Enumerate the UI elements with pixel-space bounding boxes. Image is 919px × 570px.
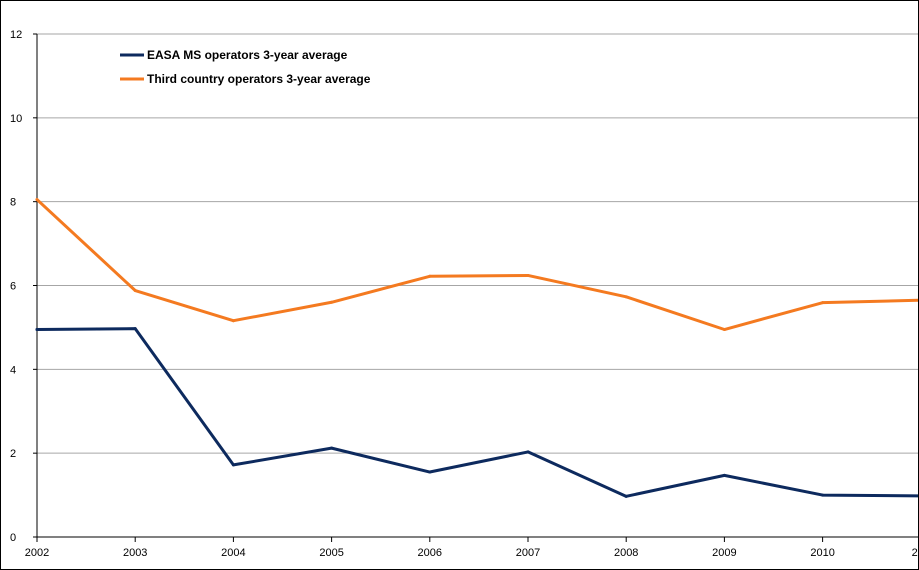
x-tick-label: 2007 bbox=[516, 547, 540, 559]
data-point bbox=[526, 273, 530, 277]
x-tick-label: 2006 bbox=[418, 547, 442, 559]
x-tick-label: 2002 bbox=[25, 547, 49, 559]
data-point bbox=[624, 295, 628, 299]
data-point bbox=[133, 327, 137, 331]
x-tick-labels: 2002 2003 2004 2005 2006 2007 2008 2009 2010 201 bbox=[25, 547, 918, 559]
data-point bbox=[821, 493, 825, 497]
data-point bbox=[624, 494, 628, 498]
y-tick-labels: 0 2 4 6 8 10 12 bbox=[10, 29, 22, 544]
data-point bbox=[526, 450, 530, 454]
data-point bbox=[133, 289, 137, 293]
data-point bbox=[35, 328, 39, 332]
y-tick-label: 4 bbox=[10, 364, 16, 376]
series-line-third-country bbox=[35, 198, 918, 332]
y-tick-label: 8 bbox=[10, 197, 16, 209]
x-tick-label: 201 bbox=[912, 547, 918, 559]
data-point bbox=[722, 328, 726, 332]
series-lines bbox=[35, 198, 918, 498]
data-point bbox=[231, 463, 235, 467]
data-point bbox=[330, 300, 334, 304]
axes bbox=[33, 33, 918, 542]
x-tick-label: 2005 bbox=[319, 547, 343, 559]
x-tick-label: 2003 bbox=[123, 547, 147, 559]
x-tick-label: 2010 bbox=[810, 547, 834, 559]
data-point bbox=[330, 446, 334, 450]
legend-label: EASA MS operators 3-year average bbox=[147, 48, 348, 62]
x-tick-label: 2004 bbox=[221, 547, 245, 559]
data-point bbox=[428, 274, 432, 278]
data-point bbox=[231, 319, 235, 323]
gridlines bbox=[37, 33, 918, 454]
y-tick-label: 6 bbox=[10, 281, 16, 293]
series-line-easa-ms bbox=[35, 327, 918, 498]
y-tick-label: 2 bbox=[10, 448, 16, 460]
data-point bbox=[35, 198, 39, 202]
y-tick-label: 0 bbox=[10, 532, 16, 544]
legend: EASA MS operators 3-year average Third co… bbox=[120, 48, 371, 86]
data-point bbox=[722, 473, 726, 477]
legend-label: Third country operators 3-year average bbox=[147, 72, 371, 86]
data-point bbox=[428, 470, 432, 474]
data-point bbox=[821, 301, 825, 305]
y-tick-label: 12 bbox=[10, 29, 22, 41]
x-tick-label: 2009 bbox=[712, 547, 736, 559]
y-tick-label: 10 bbox=[10, 113, 22, 125]
x-tick-label: 2008 bbox=[614, 547, 638, 559]
